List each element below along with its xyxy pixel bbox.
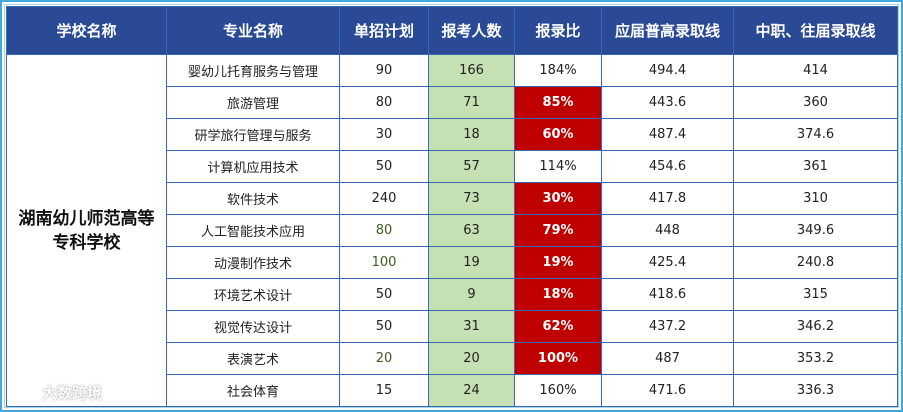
cutoff-vocational-cell: 346.2 [733,310,898,343]
table-row: 视觉传达设计 50 31 62% 437.2 346.2 [7,310,898,343]
major-cell: 旅游管理 [166,86,340,119]
applicants-cell: 20 [428,342,515,375]
applicants-cell: 166 [428,54,515,87]
major-cell: 社会体育 [166,374,340,407]
header-enrollment-plan: 单招计划 [339,6,429,55]
plan-cell: 50 [339,278,429,311]
table-row: 表演艺术 20 20 100% 487 353.2 [7,342,898,375]
major-cell: 视觉传达设计 [166,310,340,343]
cutoff-general-cell: 487.4 [601,118,734,151]
plan-cell: 50 [339,310,429,343]
major-cell: 表演艺术 [166,342,340,375]
major-cell: 研学旅行管理与服务 [166,118,340,151]
ratio-cell: 19% [514,246,602,279]
applicants-cell: 31 [428,310,515,343]
table-row: 动漫制作技术 100 19 19% 425.4 240.8 [7,246,898,279]
plan-cell: 15 [339,374,429,407]
cutoff-vocational-cell: 240.8 [733,246,898,279]
cutoff-vocational-cell: 336.3 [733,374,898,407]
cutoff-vocational-cell: 414 [733,54,898,87]
applicants-cell: 9 [428,278,515,311]
ratio-cell: 79% [514,214,602,247]
cutoff-general-cell: 454.6 [601,150,734,183]
applicants-cell: 18 [428,118,515,151]
cutoff-general-cell: 417.8 [601,182,734,215]
table-row: 社会体育 15 24 160% 471.6 336.3 [7,374,898,407]
plan-cell: 30 [339,118,429,151]
major-cell: 环境艺术设计 [166,278,340,311]
header-admission-ratio: 报录比 [514,6,602,55]
table-row: 计算机应用技术 50 57 114% 454.6 361 [7,150,898,183]
ratio-cell: 18% [514,278,602,311]
cutoff-general-cell: 471.6 [601,374,734,407]
applicants-cell: 19 [428,246,515,279]
cutoff-vocational-cell: 361 [733,150,898,183]
major-cell: 计算机应用技术 [166,150,340,183]
ratio-cell: 100% [514,342,602,375]
cutoff-general-cell: 494.4 [601,54,734,87]
cutoff-vocational-cell: 353.2 [733,342,898,375]
ratio-cell: 184% [514,54,602,87]
major-cell: 婴幼儿托育服务与管理 [166,54,340,87]
applicants-cell: 71 [428,86,515,119]
school-name-cell: 湖南幼儿师范高等专科学校 [6,54,167,407]
plan-cell: 240 [339,182,429,215]
applicants-cell: 73 [428,182,515,215]
cutoff-general-cell: 418.6 [601,278,734,311]
header-applicants: 报考人数 [428,6,515,55]
plan-cell: 50 [339,150,429,183]
header-row: 学校名称 专业名称 单招计划 报考人数 报录比 应届普高录取线 中职、往届录取线 [6,6,898,55]
cutoff-general-cell: 487 [601,342,734,375]
cutoff-general-cell: 425.4 [601,246,734,279]
applicants-cell: 24 [428,374,515,407]
plan-cell: 80 [339,214,429,247]
table-row: 软件技术 240 73 30% 417.8 310 [7,182,898,215]
cutoff-vocational-cell: 374.6 [733,118,898,151]
cutoff-general-cell: 437.2 [601,310,734,343]
table-row: 湖南幼儿师范高等专科学校 婴幼儿托育服务与管理 90 166 184% 494.… [6,54,898,407]
cutoff-vocational-cell: 360 [733,86,898,119]
admissions-table: 学校名称 专业名称 单招计划 报考人数 报录比 应届普高录取线 中职、往届录取线… [6,6,898,407]
cutoff-general-cell: 443.6 [601,86,734,119]
plan-cell: 20 [339,342,429,375]
cutoff-vocational-cell: 310 [733,182,898,215]
header-cutoff-general: 应届普高录取线 [601,6,734,55]
ratio-cell: 62% [514,310,602,343]
table-row: 环境艺术设计 50 9 18% 418.6 315 [7,278,898,311]
applicants-cell: 63 [428,214,515,247]
major-cell: 人工智能技术应用 [166,214,340,247]
ratio-cell: 60% [514,118,602,151]
header-school-name: 学校名称 [6,6,167,55]
cutoff-general-cell: 448 [601,214,734,247]
header-cutoff-vocational: 中职、往届录取线 [733,6,898,55]
table-row: 人工智能技术应用 80 63 79% 448 349.6 [7,214,898,247]
plan-cell: 90 [339,54,429,87]
applicants-cell: 57 [428,150,515,183]
cutoff-vocational-cell: 349.6 [733,214,898,247]
plan-cell: 100 [339,246,429,279]
major-cell: 动漫制作技术 [166,246,340,279]
header-major-name: 专业名称 [166,6,340,55]
ratio-cell: 114% [514,150,602,183]
major-cell: 软件技术 [166,182,340,215]
ratio-cell: 30% [514,182,602,215]
table-row: 研学旅行管理与服务 30 18 60% 487.4 374.6 [7,118,898,151]
ratio-cell: 85% [514,86,602,119]
cutoff-vocational-cell: 315 [733,278,898,311]
ratio-cell: 160% [514,374,602,407]
plan-cell: 80 [339,86,429,119]
